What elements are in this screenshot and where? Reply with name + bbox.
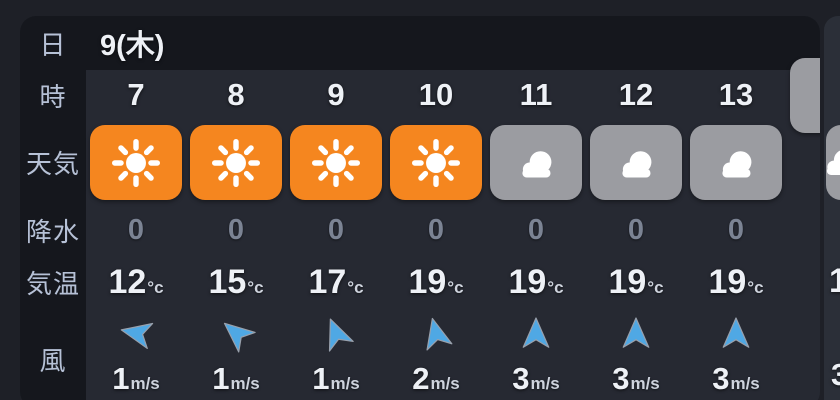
wind-speed-partial: 3 xyxy=(831,357,840,392)
hour-label: 7 xyxy=(127,77,145,112)
precipitation-value: 0 xyxy=(227,213,245,246)
wind-speed-unit: m/s xyxy=(530,374,560,393)
date-label: 9(木) xyxy=(100,30,165,62)
precipitation-value: 0 xyxy=(327,213,345,246)
sun-icon xyxy=(190,125,282,200)
row-label-day: 日 xyxy=(39,29,67,60)
hour-label: 9 xyxy=(327,77,345,112)
hourly-forecast-card[interactable]: 日 時 天気 降水 気温 風 9(木) 7 xyxy=(20,16,820,400)
wind-speed-unit: m/s xyxy=(130,374,160,393)
temp-unit: °c xyxy=(347,278,364,297)
sun-glyph xyxy=(311,138,361,187)
wind-speed-unit: m/s xyxy=(730,374,760,393)
date-header: 9(木) xyxy=(86,16,820,70)
cloud-icon xyxy=(690,125,782,200)
forecast-content: 9(木) 7 0 12 °c xyxy=(86,16,820,400)
wind-speed-value: 1 m/s xyxy=(312,361,360,396)
cloud-glyph xyxy=(622,150,652,177)
temp-unit: °c xyxy=(747,278,764,297)
hour-column xyxy=(786,57,820,400)
temp-unit: °c xyxy=(247,278,264,297)
sun-glyph xyxy=(111,138,161,187)
cloud-glyph xyxy=(722,150,752,177)
hour-column: 11 0 19 °c 3 m/s xyxy=(486,70,586,400)
temperature-value: 17 °c xyxy=(308,263,364,301)
hour-column: 13 0 19 °c 3 m/s xyxy=(686,70,786,400)
hour-column: 7 0 12 °c xyxy=(86,70,186,400)
wind-speed-value: 3 m/s xyxy=(712,361,760,396)
row-label-column: 日 時 天気 降水 気温 風 xyxy=(20,16,86,400)
precipitation-value: 0 xyxy=(127,213,145,246)
hour-column: 8 0 15 °c xyxy=(186,70,286,400)
cloud-icon xyxy=(826,125,840,200)
wind-speed-unit: m/s xyxy=(330,374,360,393)
row-label-precipitation: 降水 xyxy=(25,216,80,247)
wind-arrow-icon xyxy=(328,318,354,352)
wind-arrow-icon xyxy=(223,322,256,353)
temp-unit: °c xyxy=(447,278,464,297)
hour-column: 10 0 19 °c xyxy=(386,70,486,400)
hour-label: 13 xyxy=(718,77,754,112)
temperature-value: 19 °c xyxy=(508,263,564,301)
next-day-card-sliver[interactable]: 1 3 xyxy=(824,16,840,400)
sun-icon xyxy=(90,125,182,200)
precipitation-value: 0 xyxy=(527,213,545,246)
temperature-value: 19 °c xyxy=(708,263,764,301)
hour-label: 12 xyxy=(618,77,654,112)
row-label-hour: 時 xyxy=(39,81,67,112)
wind-speed-unit: m/s xyxy=(430,374,460,393)
temperature-value: 12 °c xyxy=(108,263,164,301)
sun-icon xyxy=(290,125,382,200)
wind-speed-value: 1 m/s xyxy=(212,361,260,396)
cloud-icon xyxy=(590,125,682,200)
wind-speed-unit: m/s xyxy=(230,374,260,393)
temp-unit: °c xyxy=(147,278,164,297)
wind-speed-unit: m/s xyxy=(630,374,660,393)
row-label-temperature: 気温 xyxy=(25,269,80,299)
temp-unit: °c xyxy=(547,278,564,297)
wind-speed-value: 3 m/s xyxy=(512,361,560,396)
row-label-wind: 風 xyxy=(39,345,67,376)
sun-icon xyxy=(390,125,482,200)
wind-arrow-icon xyxy=(622,317,650,348)
temperature-value: 19 °c xyxy=(608,263,664,301)
precipitation-value: 0 xyxy=(627,213,645,246)
cloud-glyph xyxy=(826,150,840,175)
wind-speed-value: 2 m/s xyxy=(412,361,460,396)
temperature-value: 19 °c xyxy=(408,263,464,301)
temperature-value-partial: 1 xyxy=(829,262,840,300)
wind-speed-value: 1 m/s xyxy=(112,361,160,396)
wind-arrow-icon xyxy=(522,317,550,348)
hour-column: 9 0 17 °c xyxy=(286,70,386,400)
wind-arrow-icon xyxy=(722,317,750,348)
sun-glyph xyxy=(411,138,461,187)
cloud-glyph xyxy=(807,66,820,124)
temperature-value: 15 °c xyxy=(208,263,264,301)
hour-label: 10 xyxy=(418,77,454,112)
row-label-weather: 天気 xyxy=(25,149,80,179)
cloud-glyph xyxy=(522,150,552,177)
hour-columns: 7 0 12 °c xyxy=(86,57,820,400)
sun-glyph xyxy=(211,138,261,187)
wind-speed-value: 3 m/s xyxy=(612,361,660,396)
hour-label: 8 xyxy=(227,77,245,112)
precipitation-value: 0 xyxy=(727,213,745,246)
temp-unit: °c xyxy=(647,278,664,297)
cloud-icon xyxy=(490,125,582,200)
hour-column: 12 0 19 °c 3 m/s xyxy=(586,70,686,400)
cloud-icon xyxy=(790,57,820,133)
hour-label: 11 xyxy=(519,77,553,112)
wind-arrow-icon xyxy=(120,322,154,350)
wind-arrow-icon xyxy=(426,317,453,351)
precipitation-value: 0 xyxy=(427,213,445,246)
